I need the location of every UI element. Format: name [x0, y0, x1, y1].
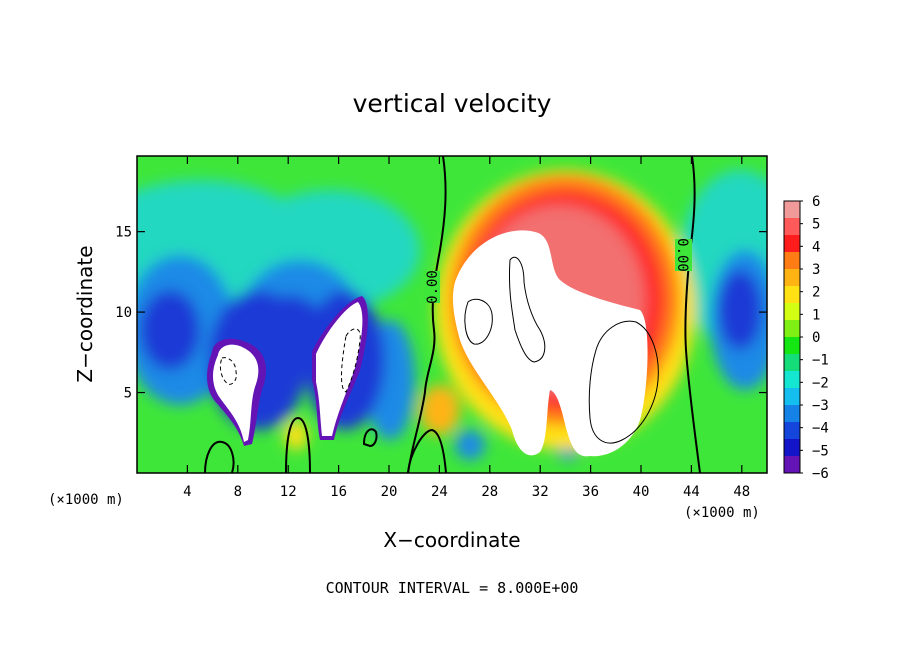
colorbar-tick-label: −3	[812, 398, 829, 414]
colorbar-segment	[784, 235, 800, 253]
interval-contour	[588, 320, 659, 444]
contour-label: 0.00	[674, 238, 692, 272]
updraft-core-8km	[213, 344, 259, 442]
y-tick-label: 5	[124, 386, 132, 402]
zero-contour	[407, 156, 447, 473]
colorbar-segment	[784, 320, 800, 338]
colorbar-segment	[784, 422, 800, 440]
zero-contour	[684, 156, 701, 473]
contour-label-text: 0.00	[674, 238, 690, 272]
colorbar-segment	[784, 286, 800, 304]
x-tick-label: 24	[431, 484, 448, 500]
plot-frame	[136, 155, 768, 474]
x-tick-label: 8	[234, 484, 242, 500]
chart-title: vertical velocity	[353, 89, 552, 118]
colorbar-tick-label: 5	[812, 217, 820, 233]
x-tick-label: 32	[532, 484, 549, 500]
x-unit-label-right: (×1000 m)	[684, 505, 760, 521]
colorbar: 6 5 4 3 2 1 0 −1 −2 −3 −4 −5 −6	[783, 194, 829, 482]
y-tick-label: 10	[115, 305, 132, 321]
x-tick-label: 16	[330, 484, 347, 500]
contour-label-text: 0.00	[425, 270, 441, 304]
x-tick-label: 44	[683, 484, 700, 500]
negative-contour	[219, 357, 237, 385]
colorbar-tick-label: 2	[812, 285, 820, 301]
downdraft-region	[718, 270, 762, 350]
colorbar-tick-label: −5	[812, 443, 829, 459]
contour-label-background	[423, 271, 440, 303]
x-unit-label-left: (×1000 m)	[48, 492, 124, 508]
colorbar-tick-label: −6	[812, 466, 829, 482]
colorbar-segment	[784, 354, 800, 372]
updraft-core-32km	[452, 230, 648, 457]
colorbar-tick-label: 1	[812, 307, 820, 323]
colorbar-segment	[784, 456, 800, 474]
x-tick-label: 48	[733, 484, 750, 500]
y-tick-label: 15	[115, 225, 132, 241]
interval-contour	[464, 298, 493, 345]
zero-contour	[285, 416, 311, 473]
x-tick-label: 12	[280, 484, 297, 500]
contour-interval-text: CONTOUR INTERVAL = 8.000E+00	[326, 579, 579, 597]
x-tick-label: 4	[183, 484, 191, 500]
x-tick-label: 20	[381, 484, 398, 500]
contour-label: 0.00	[423, 270, 441, 304]
contours	[204, 156, 701, 473]
colorbar-segment	[784, 371, 800, 389]
x-tick-label: 40	[633, 484, 650, 500]
colorbar-segment	[784, 388, 800, 406]
colorbar-segment	[784, 439, 800, 457]
x-axis-label: X−coordinate	[383, 528, 520, 552]
updraft-cores	[207, 230, 648, 457]
x-axis-ticks: 4 8 12 16 20 24 28 32 36 40 44 48	[183, 156, 750, 500]
x-tick-label: 28	[481, 484, 498, 500]
downdraft-region	[455, 430, 485, 460]
interval-contour	[508, 256, 546, 363]
zero-contour	[204, 440, 235, 473]
zero-contour	[362, 428, 378, 448]
colorbar-segment	[784, 218, 800, 236]
y-axis-ticks: 5 10 15	[115, 225, 767, 402]
plot-area	[137, 156, 767, 473]
y-axis-label: Z−coordinate	[73, 245, 97, 382]
colorbar-tick-label: −1	[812, 353, 829, 369]
downdraft-region	[140, 290, 200, 370]
colorbar-segment	[784, 269, 800, 287]
colorbar-segment	[784, 201, 800, 219]
updraft-core-16km	[316, 302, 363, 436]
contour-label-background	[675, 239, 692, 271]
colorbar-tick-label: −2	[812, 375, 829, 391]
colorbar-tick-label: 0	[812, 330, 820, 346]
zero-contour	[407, 428, 447, 473]
colorbar-tick-label: −4	[812, 421, 829, 437]
colorbar-segment	[784, 337, 800, 355]
colorbar-tick-label: 4	[812, 239, 820, 255]
colorbar-segment	[784, 252, 800, 270]
colorbar-segment	[784, 303, 800, 321]
updraft-region	[420, 385, 460, 435]
colorbar-tick-label: 3	[812, 262, 820, 278]
x-tick-label: 36	[582, 484, 599, 500]
colorbar-tick-label: 6	[812, 194, 820, 210]
colorbar-segment	[784, 405, 800, 423]
